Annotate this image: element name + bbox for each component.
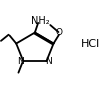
- Text: N: N: [45, 57, 52, 66]
- Text: HCl: HCl: [81, 39, 100, 49]
- Text: N: N: [17, 57, 24, 66]
- Text: O: O: [55, 28, 62, 37]
- Text: NH₂: NH₂: [31, 16, 50, 26]
